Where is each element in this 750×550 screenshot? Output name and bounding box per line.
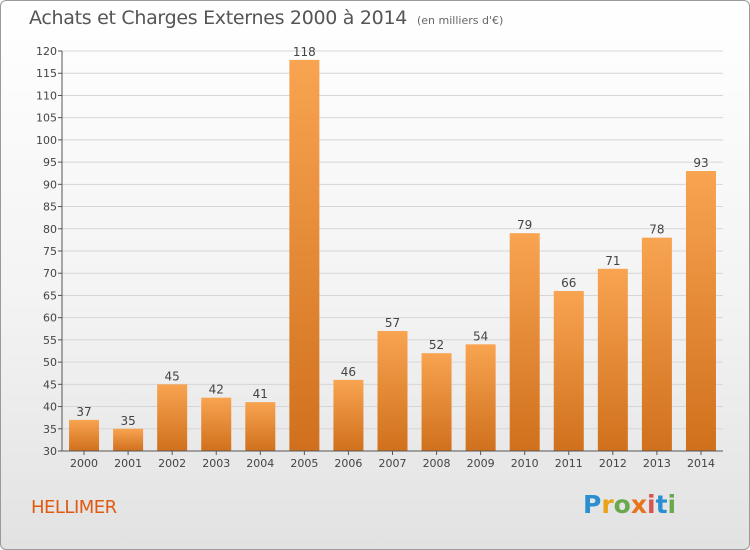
- bar-2013: [641, 237, 672, 451]
- data-label-2011: 66: [561, 276, 576, 290]
- y-tick-label: 95: [43, 156, 57, 169]
- y-tick-label: 30: [43, 445, 57, 458]
- bar-2006: [333, 379, 364, 451]
- x-tick-label: 2012: [599, 457, 627, 470]
- y-tick-label: 110: [36, 89, 57, 102]
- logo-letter: P: [583, 490, 602, 519]
- y-tick-label: 60: [43, 312, 57, 325]
- y-tick-label: 45: [43, 378, 57, 391]
- data-label-2002: 45: [165, 369, 180, 383]
- bar-2012: [597, 268, 628, 451]
- axes: 30 35 40 45 50 55 60 65 70 75 80 85 90 95 100 105 110 115…: [36, 45, 723, 470]
- y-tick-label: 115: [36, 67, 57, 80]
- x-tick-label: 2001: [114, 457, 142, 470]
- logo-letter: r: [601, 490, 614, 519]
- y-tick-label: 100: [36, 134, 57, 147]
- x-tick-label: 2009: [467, 457, 495, 470]
- data-label-2010: 79: [517, 218, 532, 232]
- y-tick-label: 120: [36, 45, 57, 58]
- x-tick-label: 2006: [334, 457, 362, 470]
- bar-2005: [289, 59, 320, 452]
- y-tick-label: 75: [43, 245, 57, 258]
- data-label-2013: 78: [649, 223, 664, 237]
- bar-2000: [69, 419, 100, 451]
- bar-2014: [685, 171, 716, 451]
- data-label-2008: 52: [429, 338, 444, 352]
- bar-2008: [421, 353, 452, 451]
- y-tick-label: 70: [43, 267, 57, 280]
- logo-letter: i: [667, 490, 677, 519]
- bar-2011: [553, 291, 584, 451]
- x-tick-label: 2004: [246, 457, 274, 470]
- bar-2007: [377, 331, 408, 451]
- data-label-2005: 118: [293, 45, 316, 59]
- data-label-2004: 41: [253, 387, 268, 401]
- bar-2009: [465, 344, 496, 451]
- chart-title: Achats et Charges Externes 2000 à 2014: [29, 7, 408, 29]
- data-label-2007: 57: [385, 316, 400, 330]
- x-tick-label: 2000: [70, 457, 98, 470]
- y-tick-label: 90: [43, 178, 57, 191]
- y-tick-label: 105: [36, 112, 57, 125]
- x-tick-label: 2007: [379, 457, 407, 470]
- bars: [69, 59, 716, 452]
- data-label-2006: 46: [341, 365, 356, 379]
- logo-letter: o: [613, 490, 631, 519]
- bar-2001: [113, 428, 144, 451]
- y-tick-label: 50: [43, 356, 57, 369]
- data-label-2000: 37: [76, 405, 91, 419]
- x-tick-label: 2014: [687, 457, 715, 470]
- bar-2002: [157, 384, 188, 451]
- logo-letter: i: [647, 490, 656, 519]
- y-tick-label: 35: [43, 423, 57, 436]
- chart-unit: (en milliers d'€): [417, 14, 504, 27]
- x-tick-label: 2002: [158, 457, 186, 470]
- y-tick-label: 80: [43, 223, 57, 236]
- logo-letter: x: [630, 490, 647, 519]
- data-label-2003: 42: [209, 383, 224, 397]
- y-tick-label: 55: [43, 334, 57, 347]
- y-tick-label: 65: [43, 289, 57, 302]
- data-label-2001: 35: [120, 414, 135, 428]
- logo-letter: t: [655, 490, 668, 519]
- data-label-2009: 54: [473, 329, 488, 343]
- y-tick-label: 85: [43, 201, 57, 214]
- commune-name: HELLIMER: [31, 497, 117, 518]
- data-label-2012: 71: [605, 254, 620, 268]
- proxiti-logo[interactable]: Proxiti: [583, 490, 676, 519]
- x-tick-label: 2013: [643, 457, 671, 470]
- data-label-2014: 93: [693, 156, 708, 170]
- bar-2010: [509, 233, 540, 451]
- bar-2003: [201, 397, 232, 451]
- x-tick-label: 2011: [555, 457, 583, 470]
- x-tick-label: 2005: [290, 457, 318, 470]
- x-tick-label: 2010: [511, 457, 539, 470]
- x-tick-label: 2008: [423, 457, 451, 470]
- data-labels: 37 35 45 42 41 118 46 57 52 54 79 66 71 78 93: [76, 45, 708, 428]
- x-tick-label: 2003: [202, 457, 230, 470]
- bar-2004: [245, 402, 276, 451]
- y-tick-label: 40: [43, 401, 57, 414]
